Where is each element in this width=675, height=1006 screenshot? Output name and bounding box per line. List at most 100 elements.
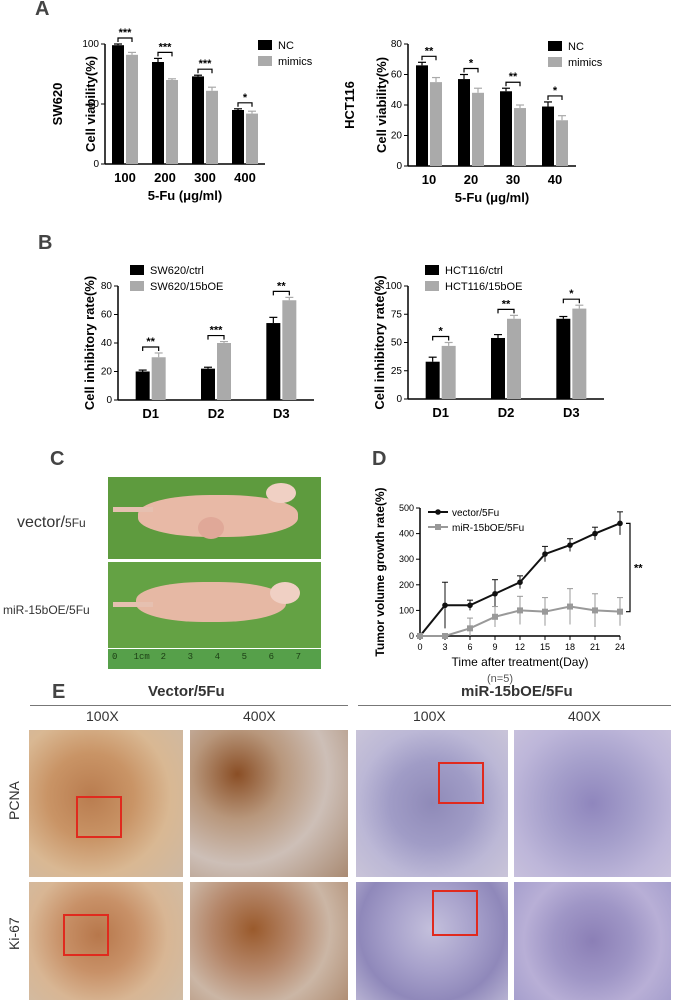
y-tick-label: 400 (399, 529, 414, 539)
significance-label: * (439, 326, 444, 338)
x-tick-label: D3 (273, 406, 290, 421)
bar (201, 368, 215, 400)
data-point (542, 608, 548, 615)
y-tick-label: 60 (101, 310, 113, 321)
x-tick-label: 300 (194, 170, 216, 185)
mag-label-2: 400X (243, 708, 276, 724)
bar (500, 91, 512, 166)
data-point (517, 579, 523, 586)
y-tick-label: 20 (101, 367, 113, 378)
y-tick-label: 80 (391, 39, 403, 50)
bar (556, 120, 568, 166)
significance-label: ** (277, 280, 286, 292)
bar (206, 90, 218, 164)
significance-label: ** (425, 45, 434, 57)
group-underline-right (358, 705, 671, 706)
significance-bracket (421, 55, 437, 61)
ihc-ki67-mir15boe-400x (514, 882, 671, 1000)
ruler: 0 1cm 2 3 4 5 6 7 8 9 (108, 649, 321, 669)
y-tick-label: 100 (385, 281, 402, 292)
significance-label: * (469, 58, 474, 70)
bar (458, 79, 470, 166)
data-point (517, 607, 523, 614)
x-tick-label: D3 (563, 405, 580, 420)
legend-label: mimics (568, 57, 603, 69)
data-point (567, 603, 573, 610)
bar (151, 357, 166, 400)
x-tick-label: 400 (234, 170, 256, 185)
ihc-ki67-vector-100x (29, 882, 183, 1000)
panel-c-label-mir15boe: miR-15bOE/5Fu (3, 603, 90, 617)
sample-size-note: (n=5) (487, 673, 513, 685)
bar (232, 110, 244, 164)
significance-label: ** (502, 298, 511, 310)
panel-letter-e: E (52, 681, 66, 703)
data-point (442, 633, 448, 639)
significance-bracket (432, 335, 450, 341)
y-tick-label: 0 (409, 631, 414, 641)
x-axis-label: 5-Fu (μg/ml) (455, 190, 529, 205)
x-tick-label: 0 (417, 642, 422, 652)
chart-a-hct116: 0 20 40 60 80 10 ** 20 * 30 ** 40 * Cell viability(%)… (342, 39, 603, 205)
bar (152, 62, 164, 164)
mag-label-4: 400X (568, 708, 601, 724)
bar (126, 54, 138, 164)
significance-bracket (497, 308, 515, 314)
data-point (442, 602, 448, 609)
significance-label: * (569, 288, 574, 300)
significance-bracket (207, 334, 225, 340)
data-point (617, 608, 623, 615)
legend-marker (435, 509, 441, 515)
y-tick-label: 500 (399, 503, 414, 513)
panel-c-label-vector: vector/5Fu (17, 514, 86, 531)
significance-bracket (562, 298, 580, 304)
mag-label-3: 100X (413, 708, 446, 724)
data-point (492, 590, 498, 597)
y-axis-label: Cell inhibitory rate(%) (82, 276, 97, 410)
x-tick-label: D1 (432, 405, 449, 420)
chart-b-sw620: 0 20 40 60 80 D1 ** D2 *** D3 ** Cell inhibitory ra… (82, 265, 314, 421)
data-point (617, 520, 623, 527)
x-tick-label: 10 (422, 172, 436, 187)
bar (572, 308, 587, 399)
group-underline-left (30, 705, 348, 706)
bar (166, 80, 178, 164)
ihc-zoom-box-3 (63, 914, 109, 956)
significance-label: *** (210, 325, 224, 337)
significance-bracket (463, 67, 479, 73)
bar (246, 113, 258, 164)
y-axis-label: Cell viability(%) (83, 56, 98, 152)
y-tick-label: 50 (391, 338, 403, 349)
x-tick-label: 200 (154, 170, 176, 185)
bar (425, 361, 440, 399)
legend-swatch (548, 41, 562, 51)
cell-line-label: HCT116 (342, 81, 357, 129)
significance-bracket (272, 290, 290, 296)
bar (217, 343, 231, 400)
legend-swatch (258, 56, 272, 66)
x-axis-label: Time after treatment(Day) (452, 655, 589, 669)
legend-swatch (130, 265, 144, 275)
y-tick-label: 40 (101, 338, 113, 349)
data-point (592, 530, 598, 537)
y-tick-label: 50 (88, 99, 100, 110)
significance-bracket (547, 95, 563, 100)
data-point (492, 613, 498, 620)
mouse-photo-vector (108, 477, 321, 559)
legend-label: SW620/15bOE (150, 281, 223, 293)
y-tick-label: 80 (101, 281, 113, 292)
ihc-pcna-vector-400x (190, 730, 348, 877)
y-tick-label: 60 (391, 70, 403, 81)
legend-label: HCT116/ctrl (445, 265, 503, 277)
x-tick-label: 6 (467, 642, 472, 652)
significance-bracket (237, 102, 253, 107)
x-tick-label: 40 (548, 172, 562, 187)
ihc-zoom-box-4 (432, 890, 478, 936)
mag-label-1: 100X (86, 708, 119, 724)
group-label-mir15boe: miR-15bOE/5Fu (461, 683, 573, 700)
y-tick-label: 0 (93, 159, 99, 170)
significance-label: ** (146, 336, 155, 348)
legend-label: SW620/ctrl (150, 265, 204, 277)
panel-letter-c: C (50, 448, 65, 470)
x-tick-label: D2 (208, 406, 225, 421)
